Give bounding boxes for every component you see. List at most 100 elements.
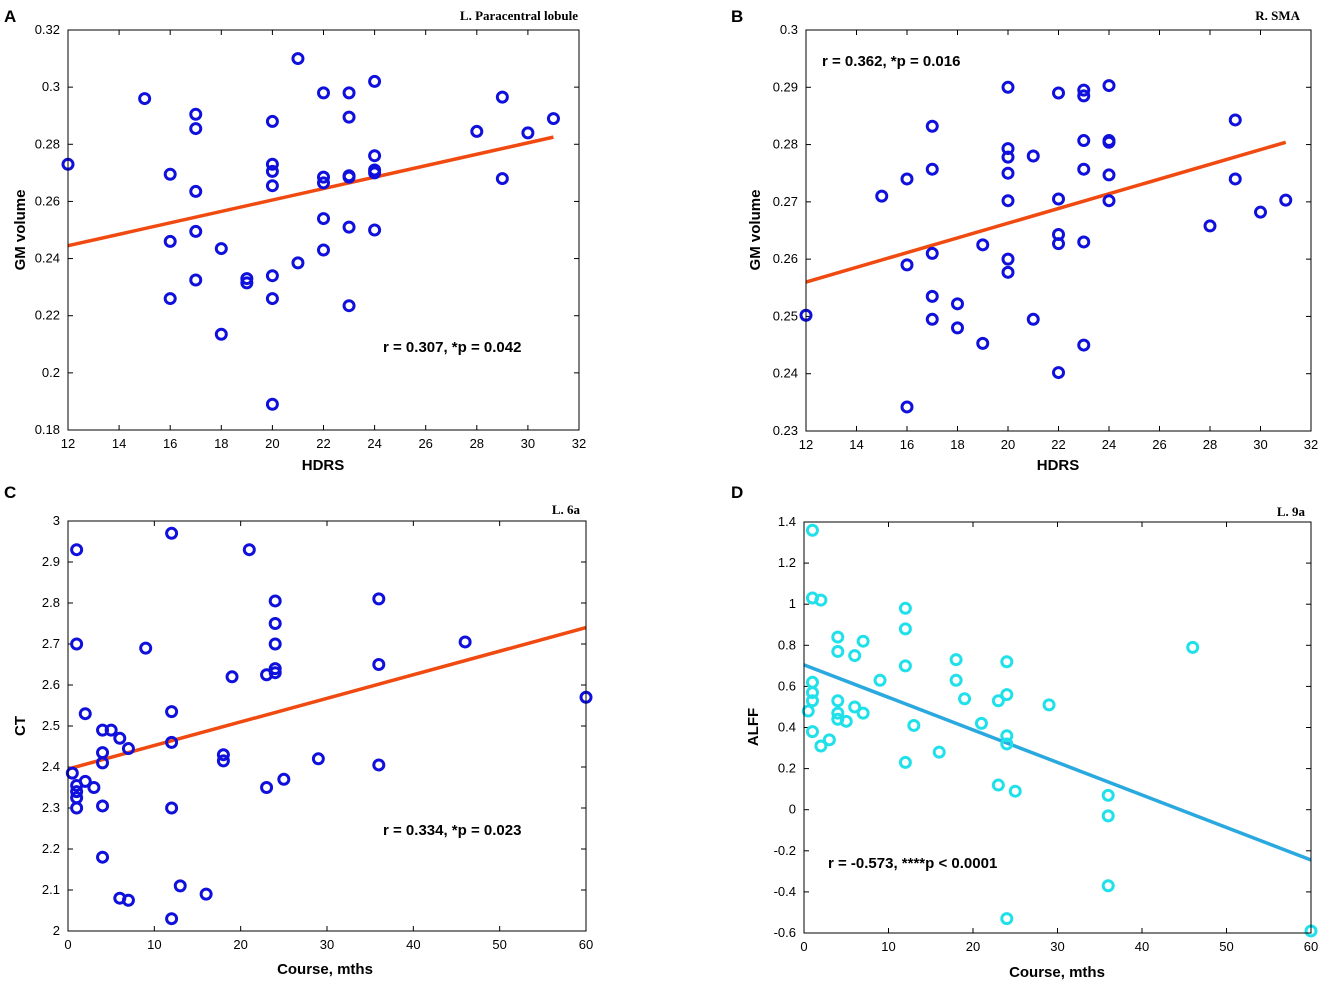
- x-tick-label: 20: [233, 937, 247, 952]
- data-point: [372, 592, 386, 606]
- data-point: [898, 755, 912, 769]
- data-point: [265, 292, 279, 306]
- data-point: [822, 733, 836, 747]
- data-point: [265, 179, 279, 193]
- y-tick-label: -0.4: [774, 884, 796, 899]
- data-point: [368, 74, 382, 88]
- data-point: [1001, 252, 1015, 266]
- data-point: [898, 659, 912, 673]
- data-point: [1052, 237, 1065, 251]
- x-tick-label: 24: [1102, 437, 1116, 452]
- data-point: [1001, 150, 1015, 164]
- data-point: [1001, 80, 1015, 94]
- data-point: [932, 745, 946, 759]
- data-point: [831, 630, 845, 644]
- y-tick-label: -0.2: [774, 843, 796, 858]
- x-tick-label: 20: [966, 939, 980, 954]
- data-point: [1279, 193, 1293, 207]
- x-tick-label: 50: [1219, 939, 1233, 954]
- data-point: [1102, 194, 1116, 208]
- data-point: [856, 634, 870, 648]
- data-point: [70, 543, 84, 557]
- regression-line: [67, 625, 587, 771]
- data-point: [265, 164, 279, 178]
- data-point: [848, 649, 862, 663]
- x-tick-label: 50: [492, 937, 506, 952]
- x-axis-label: HDRS: [1037, 457, 1080, 474]
- y-tick-label: 0.26: [773, 251, 798, 266]
- x-tick-label: 40: [1135, 939, 1149, 954]
- x-tick-label: 30: [1050, 939, 1064, 954]
- data-point: [342, 299, 356, 313]
- data-point: [311, 752, 325, 766]
- data-point: [1186, 640, 1200, 654]
- data-point: [805, 675, 819, 689]
- data-point: [291, 256, 305, 270]
- y-tick-label: 2.3: [42, 800, 60, 815]
- plot-frame: [805, 29, 1312, 432]
- panel-d: D L. 9a 0 10 20 30 40 50 60 -0.6 -0.4 -0.2 0 0.2 0.4…: [731, 483, 1318, 981]
- marks-group: 12 14 16 18 20 22 24 26 28 30 32 0.23 0.24 0.25 0.26 0.…: [773, 22, 1319, 452]
- x-tick-label: 60: [1304, 939, 1318, 954]
- data-point: [470, 124, 484, 138]
- data-point: [277, 772, 291, 786]
- data-point: [805, 694, 819, 708]
- x-tick-label: 0: [800, 939, 807, 954]
- regression-line: [805, 140, 1287, 284]
- data-point: [317, 243, 330, 257]
- y-tick-label: 2.7: [42, 636, 60, 651]
- data-point: [1254, 205, 1267, 219]
- x-tick-label: 14: [849, 437, 863, 452]
- data-point: [521, 126, 535, 140]
- data-point: [1102, 79, 1116, 93]
- y-tick-label: 1: [789, 596, 796, 611]
- data-point: [1052, 192, 1065, 206]
- data-point: [900, 258, 914, 272]
- panel-a: A L. Paracentral lobule 12 14 16 18 20 22 24 26…: [4, 7, 586, 474]
- data-point: [173, 879, 187, 893]
- data-point: [1026, 312, 1040, 326]
- data-point: [368, 166, 382, 180]
- y-tick-label: 0.2: [778, 761, 796, 776]
- data-point: [240, 276, 254, 290]
- correlation-annotation: r = 0.362, *p = 0.016: [822, 53, 960, 70]
- data-point: [163, 234, 177, 248]
- data-point: [317, 212, 330, 226]
- y-tick-label: 0.25: [773, 308, 798, 323]
- y-tick-label: 2.8: [42, 595, 60, 610]
- x-tick-label: 26: [1152, 437, 1166, 452]
- x-tick-label: 60: [579, 937, 593, 952]
- data-point: [1228, 113, 1242, 127]
- data-point: [65, 766, 79, 780]
- x-tick-label: 12: [61, 436, 75, 451]
- panel-letter: D: [731, 483, 743, 502]
- data-point: [242, 543, 256, 557]
- data-point: [165, 912, 179, 926]
- data-point: [1000, 737, 1014, 751]
- data-point: [1052, 366, 1065, 380]
- data-point: [342, 110, 356, 124]
- data-point: [121, 893, 135, 907]
- data-point: [96, 799, 110, 813]
- data-point: [1000, 729, 1014, 743]
- data-point: [951, 297, 964, 311]
- data-point: [976, 336, 990, 350]
- data-point: [991, 778, 1005, 792]
- data-point: [1001, 166, 1015, 180]
- data-point: [991, 694, 1005, 708]
- x-tick-label: 22: [316, 436, 330, 451]
- data-point: [165, 735, 179, 749]
- data-point: [1101, 879, 1115, 893]
- data-point: [165, 705, 179, 719]
- data-point: [848, 700, 862, 714]
- chart-title: L. 9a: [1277, 504, 1306, 519]
- data-point: [96, 850, 110, 864]
- data-point: [291, 52, 305, 66]
- y-tick-label: 0.3: [42, 79, 60, 94]
- y-tick-label: 2.2: [42, 841, 60, 856]
- x-axis-label: Course, mths: [277, 961, 373, 978]
- data-point: [814, 739, 828, 753]
- data-point: [87, 781, 101, 794]
- data-point: [898, 622, 912, 636]
